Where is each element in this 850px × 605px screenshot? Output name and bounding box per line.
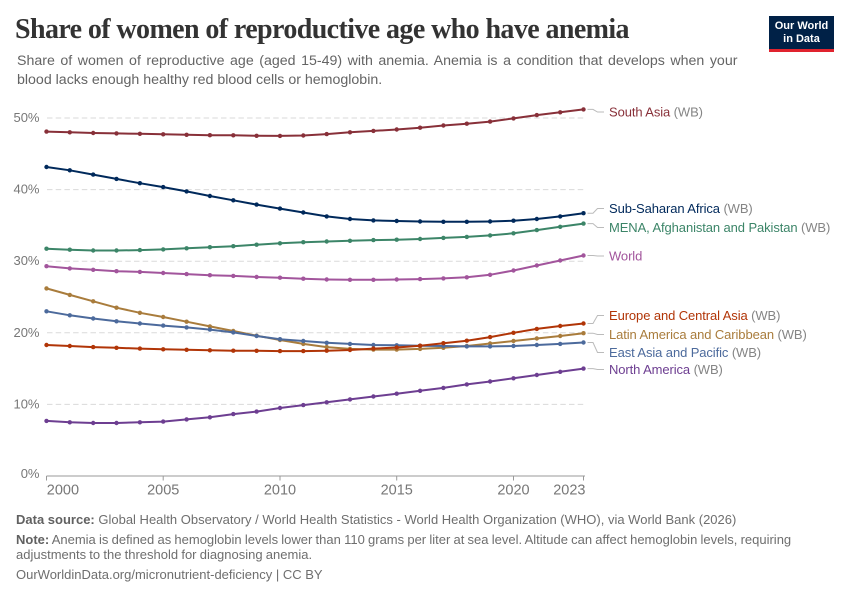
- svg-text:2010: 2010: [264, 483, 296, 499]
- svg-text:30%: 30%: [13, 253, 39, 268]
- svg-text:10%: 10%: [13, 396, 39, 411]
- svg-text:North America (WB): North America (WB): [609, 362, 723, 377]
- svg-text:MENA, Afghanistan and Pakistan: MENA, Afghanistan and Pakistan (WB): [609, 220, 830, 235]
- svg-text:Latin America and Caribbean (W: Latin America and Caribbean (WB): [609, 327, 807, 342]
- svg-text:0%: 0%: [21, 466, 40, 481]
- svg-text:Europe and Central Asia (WB): Europe and Central Asia (WB): [609, 308, 780, 323]
- svg-text:50%: 50%: [13, 110, 39, 125]
- svg-text:World: World: [609, 249, 642, 264]
- svg-text:2015: 2015: [381, 483, 413, 499]
- svg-text:Sub-Saharan Africa (WB): Sub-Saharan Africa (WB): [609, 201, 753, 216]
- svg-text:40%: 40%: [13, 182, 39, 197]
- svg-text:2023: 2023: [553, 483, 585, 499]
- svg-text:2020: 2020: [497, 483, 529, 499]
- svg-text:2000: 2000: [47, 483, 79, 499]
- svg-text:South Asia (WB): South Asia (WB): [609, 105, 703, 120]
- svg-text:20%: 20%: [13, 325, 39, 340]
- svg-text:East Asia and Pacific (WB): East Asia and Pacific (WB): [609, 345, 761, 360]
- svg-text:2005: 2005: [147, 483, 179, 499]
